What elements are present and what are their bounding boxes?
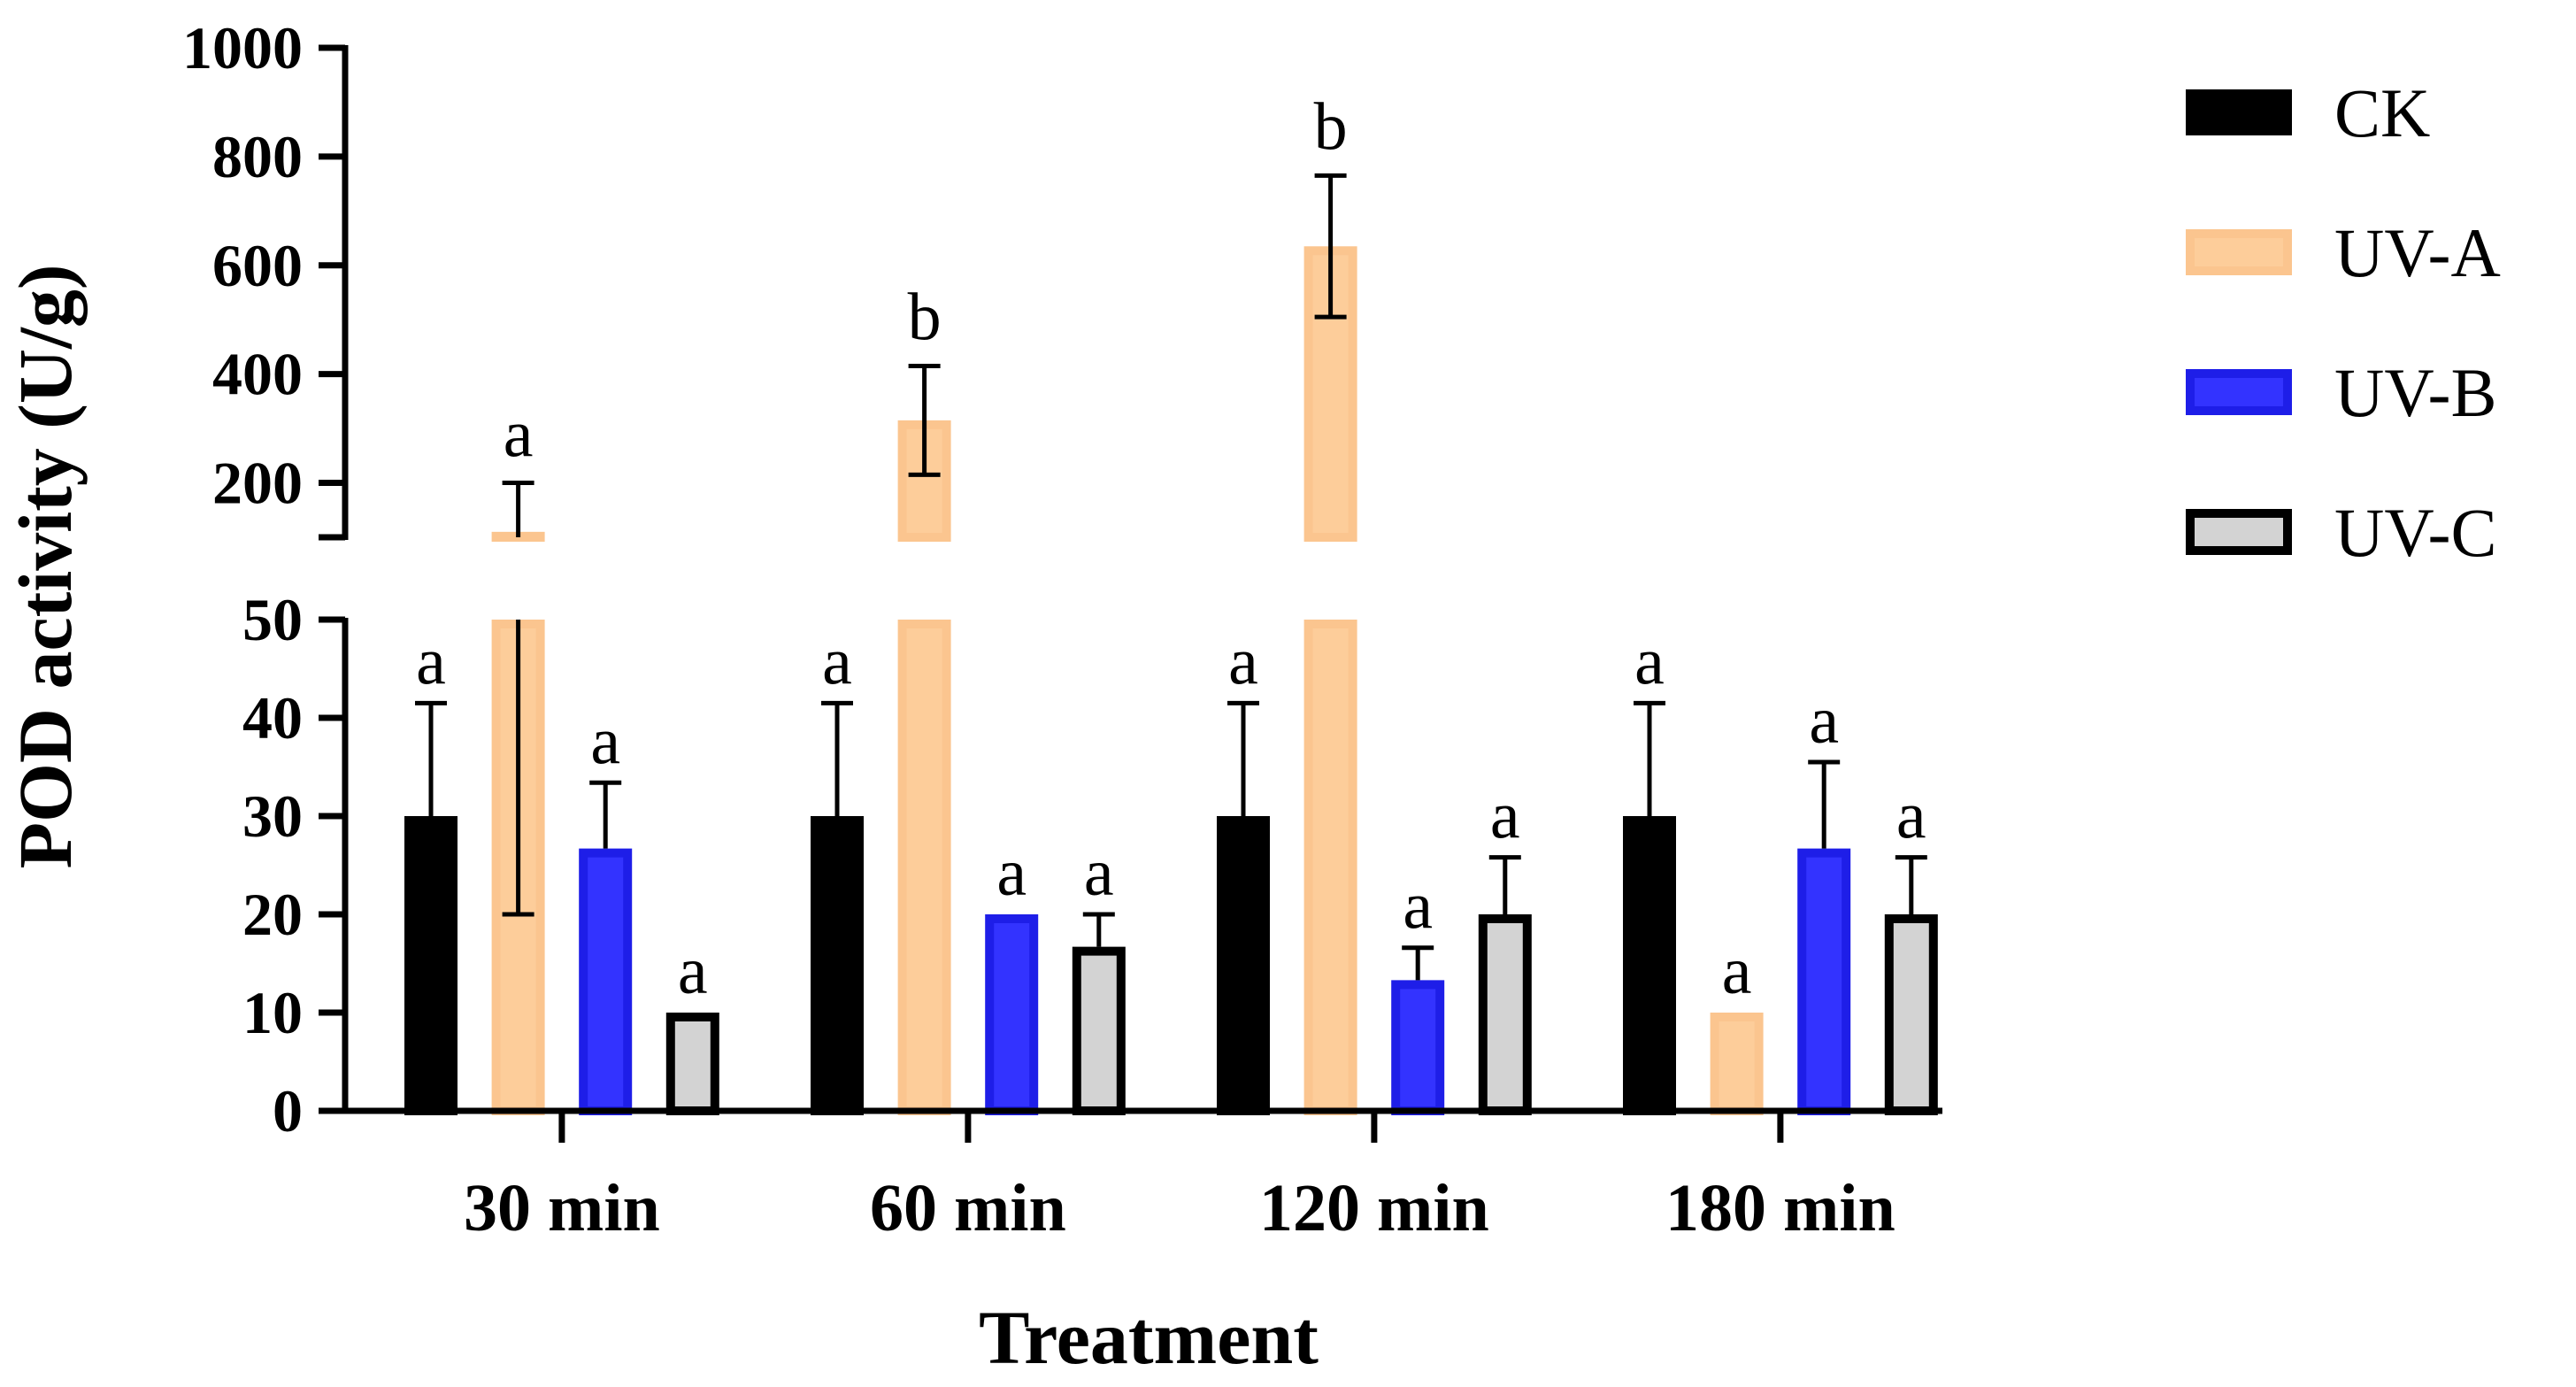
y-tick-label-lower-30: 30 [242,782,303,850]
bars-layer [404,173,1938,1115]
significance-ck-1: a [822,624,852,698]
bar-ck-1 [811,816,864,1115]
bar-uv-c-2 [1478,914,1532,1115]
bar-uv-b-1 [985,914,1039,1115]
significance-ck-3: a [1634,624,1665,698]
bar-ck-2 [1217,816,1270,1115]
bar-ck-0 [404,816,458,1115]
y-axis-title: POD activity (U/g) [3,264,88,868]
bar-uv-b-3 [1797,848,1851,1115]
y-tick-label-lower-0: 0 [273,1077,303,1144]
y-tick-label-upper-800: 800 [212,123,303,190]
legend-label-ck: CK [2334,74,2430,151]
y-tick-label-lower-10: 10 [242,979,303,1046]
x-axis-title: Treatment [979,1295,1319,1380]
significance-uv-a-0: a [504,397,534,472]
significance-uv-b-1: a [996,836,1027,910]
bar-uv-a-3 [1710,1013,1764,1115]
bar-uv-b-0 [579,848,633,1115]
significance-ck-2: a [1228,624,1258,698]
significance-uv-b-3: a [1809,683,1839,758]
legend-swatch-ck [2186,89,2292,135]
legend-label-uv-b: UV-B [2334,354,2497,431]
y-tick-label-upper-1000: 1000 [182,14,303,81]
significance-uv-b-0: a [590,704,620,778]
bar-uv-c-0 [665,1013,719,1115]
x-tick-label-1: 60 min [870,1171,1066,1245]
bar-uv-a-2 [1303,620,1357,1115]
significance-uv-a-1: b [908,280,942,354]
axes-layer [319,45,1942,1114]
significance-uv-a-2: b [1314,89,1348,164]
y-tick-label-lower-20: 20 [242,881,303,948]
bar-uv-b-2 [1391,980,1445,1115]
legend: CK UV-A UV-B UV-C [2186,74,2501,571]
legend-swatch-uv-c [2186,509,2292,555]
bar-ck-3 [1623,816,1676,1115]
x-tick-label-3: 180 min [1665,1171,1895,1245]
significance-ck-0: a [416,624,446,698]
significance-uv-a-3: a [1722,934,1752,1008]
significance-uv-b-2: a [1403,869,1433,944]
y-tick-label-upper-400: 400 [212,341,303,408]
significance-uv-c-3: a [1896,779,1926,853]
x-tick-label-2: 120 min [1259,1171,1489,1245]
y-tick-label-upper-200: 200 [212,450,303,517]
legend-label-uv-a: UV-A [2334,214,2501,291]
bar-uv-a-1 [897,620,951,1115]
bar-uv-c-3 [1884,914,1938,1115]
y-tick-label-lower-40: 40 [242,684,303,751]
significance-uv-c-1: a [1084,836,1114,910]
legend-swatch-uv-a [2186,229,2292,275]
legend-label-uv-c: UV-C [2334,494,2497,571]
y-tick-label-upper-600: 600 [212,232,303,299]
bar-uv-c-1 [1072,946,1126,1115]
y-tick-label-lower-50: 50 [242,586,303,653]
significance-uv-c-0: a [678,934,708,1008]
significance-uv-c-2: a [1490,779,1520,853]
bar-upper-uv-a-1 [897,420,951,542]
legend-swatch-uv-b [2186,369,2292,415]
ticks-layer: 0 10 20 30 40 50 200 400 600 800 1000 30 min 60 min 1… [182,14,1895,1245]
x-tick-label-0: 30 min [464,1171,660,1245]
